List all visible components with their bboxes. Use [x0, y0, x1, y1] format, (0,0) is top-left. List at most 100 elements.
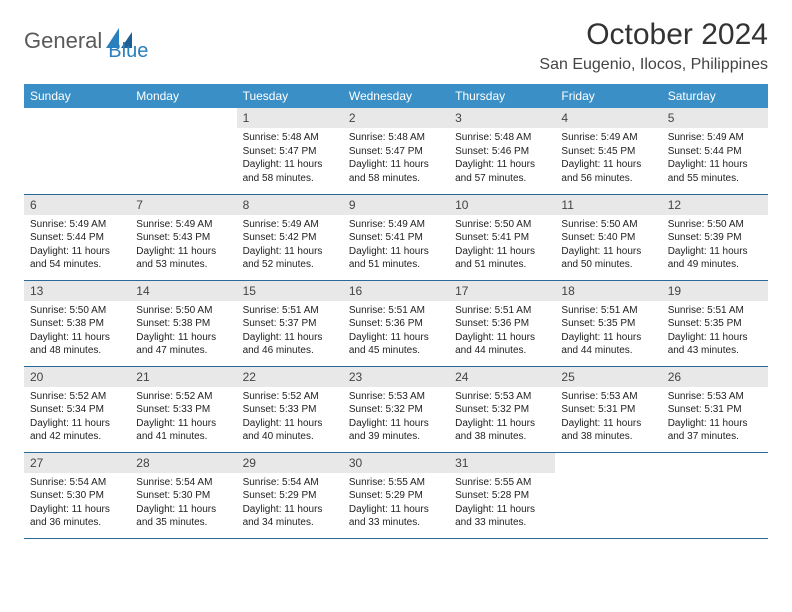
- day-details: Sunrise: 5:51 AMSunset: 5:35 PMDaylight:…: [662, 301, 768, 362]
- calendar-cell: 22Sunrise: 5:52 AMSunset: 5:33 PMDayligh…: [237, 366, 343, 452]
- calendar-row: 27Sunrise: 5:54 AMSunset: 5:30 PMDayligh…: [24, 452, 768, 538]
- calendar-cell: 16Sunrise: 5:51 AMSunset: 5:36 PMDayligh…: [343, 280, 449, 366]
- day-number: 19: [662, 281, 768, 301]
- calendar-cell: 28Sunrise: 5:54 AMSunset: 5:30 PMDayligh…: [130, 452, 236, 538]
- day-details: Sunrise: 5:53 AMSunset: 5:31 PMDaylight:…: [662, 387, 768, 448]
- calendar-cell: 17Sunrise: 5:51 AMSunset: 5:36 PMDayligh…: [449, 280, 555, 366]
- day-number: 11: [555, 195, 661, 215]
- day-number: 24: [449, 367, 555, 387]
- day-number: 10: [449, 195, 555, 215]
- calendar-cell: 27Sunrise: 5:54 AMSunset: 5:30 PMDayligh…: [24, 452, 130, 538]
- day-details: Sunrise: 5:50 AMSunset: 5:38 PMDaylight:…: [130, 301, 236, 362]
- day-details: Sunrise: 5:55 AMSunset: 5:29 PMDaylight:…: [343, 473, 449, 534]
- day-details: Sunrise: 5:52 AMSunset: 5:34 PMDaylight:…: [24, 387, 130, 448]
- day-number: 2: [343, 108, 449, 128]
- calendar-table: Sunday Monday Tuesday Wednesday Thursday…: [24, 84, 768, 539]
- calendar-cell: 6Sunrise: 5:49 AMSunset: 5:44 PMDaylight…: [24, 194, 130, 280]
- calendar-cell: 2Sunrise: 5:48 AMSunset: 5:47 PMDaylight…: [343, 108, 449, 194]
- calendar-body: ....1Sunrise: 5:48 AMSunset: 5:47 PMDayl…: [24, 108, 768, 538]
- day-number: 27: [24, 453, 130, 473]
- calendar-cell: 12Sunrise: 5:50 AMSunset: 5:39 PMDayligh…: [662, 194, 768, 280]
- day-number: 31: [449, 453, 555, 473]
- day-number: 16: [343, 281, 449, 301]
- day-header: Monday: [130, 84, 236, 108]
- day-details: Sunrise: 5:48 AMSunset: 5:47 PMDaylight:…: [237, 128, 343, 189]
- day-number: 15: [237, 281, 343, 301]
- day-details: Sunrise: 5:49 AMSunset: 5:41 PMDaylight:…: [343, 215, 449, 276]
- header: General Blue October 2024 San Eugenio, I…: [24, 18, 768, 74]
- day-details: Sunrise: 5:53 AMSunset: 5:31 PMDaylight:…: [555, 387, 661, 448]
- day-number: 9: [343, 195, 449, 215]
- calendar-cell: ..: [130, 108, 236, 194]
- calendar-cell: 11Sunrise: 5:50 AMSunset: 5:40 PMDayligh…: [555, 194, 661, 280]
- day-number: 20: [24, 367, 130, 387]
- day-details: Sunrise: 5:53 AMSunset: 5:32 PMDaylight:…: [343, 387, 449, 448]
- brand-logo: General Blue: [24, 18, 148, 63]
- calendar-row: 20Sunrise: 5:52 AMSunset: 5:34 PMDayligh…: [24, 366, 768, 452]
- calendar-cell: 23Sunrise: 5:53 AMSunset: 5:32 PMDayligh…: [343, 366, 449, 452]
- calendar-row: 6Sunrise: 5:49 AMSunset: 5:44 PMDaylight…: [24, 194, 768, 280]
- calendar-cell: 24Sunrise: 5:53 AMSunset: 5:32 PMDayligh…: [449, 366, 555, 452]
- calendar-cell: ..: [662, 452, 768, 538]
- calendar-cell: 5Sunrise: 5:49 AMSunset: 5:44 PMDaylight…: [662, 108, 768, 194]
- calendar-cell: 31Sunrise: 5:55 AMSunset: 5:28 PMDayligh…: [449, 452, 555, 538]
- day-details: Sunrise: 5:51 AMSunset: 5:36 PMDaylight:…: [449, 301, 555, 362]
- calendar-cell: 3Sunrise: 5:48 AMSunset: 5:46 PMDaylight…: [449, 108, 555, 194]
- day-details: Sunrise: 5:50 AMSunset: 5:39 PMDaylight:…: [662, 215, 768, 276]
- day-number: 17: [449, 281, 555, 301]
- day-number: 4: [555, 108, 661, 128]
- day-number: 22: [237, 367, 343, 387]
- calendar-row: 13Sunrise: 5:50 AMSunset: 5:38 PMDayligh…: [24, 280, 768, 366]
- brand-part2: Blue: [108, 40, 148, 63]
- day-details: Sunrise: 5:53 AMSunset: 5:32 PMDaylight:…: [449, 387, 555, 448]
- day-header-row: Sunday Monday Tuesday Wednesday Thursday…: [24, 84, 768, 108]
- calendar-row: ....1Sunrise: 5:48 AMSunset: 5:47 PMDayl…: [24, 108, 768, 194]
- day-details: Sunrise: 5:51 AMSunset: 5:35 PMDaylight:…: [555, 301, 661, 362]
- day-details: Sunrise: 5:50 AMSunset: 5:38 PMDaylight:…: [24, 301, 130, 362]
- calendar-cell: 4Sunrise: 5:49 AMSunset: 5:45 PMDaylight…: [555, 108, 661, 194]
- day-number: 5: [662, 108, 768, 128]
- day-details: Sunrise: 5:52 AMSunset: 5:33 PMDaylight:…: [237, 387, 343, 448]
- calendar-cell: 13Sunrise: 5:50 AMSunset: 5:38 PMDayligh…: [24, 280, 130, 366]
- day-number: 7: [130, 195, 236, 215]
- day-header: Friday: [555, 84, 661, 108]
- day-details: Sunrise: 5:50 AMSunset: 5:41 PMDaylight:…: [449, 215, 555, 276]
- calendar-cell: 7Sunrise: 5:49 AMSunset: 5:43 PMDaylight…: [130, 194, 236, 280]
- day-details: Sunrise: 5:48 AMSunset: 5:47 PMDaylight:…: [343, 128, 449, 189]
- day-details: Sunrise: 5:55 AMSunset: 5:28 PMDaylight:…: [449, 473, 555, 534]
- day-number: 21: [130, 367, 236, 387]
- day-details: Sunrise: 5:49 AMSunset: 5:44 PMDaylight:…: [24, 215, 130, 276]
- day-header: Wednesday: [343, 84, 449, 108]
- day-number: 23: [343, 367, 449, 387]
- calendar-cell: 10Sunrise: 5:50 AMSunset: 5:41 PMDayligh…: [449, 194, 555, 280]
- day-details: Sunrise: 5:49 AMSunset: 5:42 PMDaylight:…: [237, 215, 343, 276]
- day-number: 13: [24, 281, 130, 301]
- calendar-cell: 25Sunrise: 5:53 AMSunset: 5:31 PMDayligh…: [555, 366, 661, 452]
- month-title: October 2024: [539, 18, 768, 52]
- calendar-cell: 30Sunrise: 5:55 AMSunset: 5:29 PMDayligh…: [343, 452, 449, 538]
- calendar-cell: 8Sunrise: 5:49 AMSunset: 5:42 PMDaylight…: [237, 194, 343, 280]
- title-block: October 2024 San Eugenio, Ilocos, Philip…: [539, 18, 768, 74]
- day-number: 25: [555, 367, 661, 387]
- day-details: Sunrise: 5:54 AMSunset: 5:29 PMDaylight:…: [237, 473, 343, 534]
- day-number: 12: [662, 195, 768, 215]
- day-number: 1: [237, 108, 343, 128]
- day-number: 3: [449, 108, 555, 128]
- day-details: Sunrise: 5:54 AMSunset: 5:30 PMDaylight:…: [130, 473, 236, 534]
- calendar-cell: 15Sunrise: 5:51 AMSunset: 5:37 PMDayligh…: [237, 280, 343, 366]
- day-number: 6: [24, 195, 130, 215]
- day-details: Sunrise: 5:48 AMSunset: 5:46 PMDaylight:…: [449, 128, 555, 189]
- day-details: Sunrise: 5:49 AMSunset: 5:45 PMDaylight:…: [555, 128, 661, 189]
- calendar-cell: 26Sunrise: 5:53 AMSunset: 5:31 PMDayligh…: [662, 366, 768, 452]
- day-number: 28: [130, 453, 236, 473]
- calendar-cell: 18Sunrise: 5:51 AMSunset: 5:35 PMDayligh…: [555, 280, 661, 366]
- day-number: 26: [662, 367, 768, 387]
- day-details: Sunrise: 5:51 AMSunset: 5:36 PMDaylight:…: [343, 301, 449, 362]
- day-number: 30: [343, 453, 449, 473]
- day-details: Sunrise: 5:50 AMSunset: 5:40 PMDaylight:…: [555, 215, 661, 276]
- calendar-cell: ..: [555, 452, 661, 538]
- day-details: Sunrise: 5:51 AMSunset: 5:37 PMDaylight:…: [237, 301, 343, 362]
- day-number: 8: [237, 195, 343, 215]
- calendar-cell: ..: [24, 108, 130, 194]
- day-number: 29: [237, 453, 343, 473]
